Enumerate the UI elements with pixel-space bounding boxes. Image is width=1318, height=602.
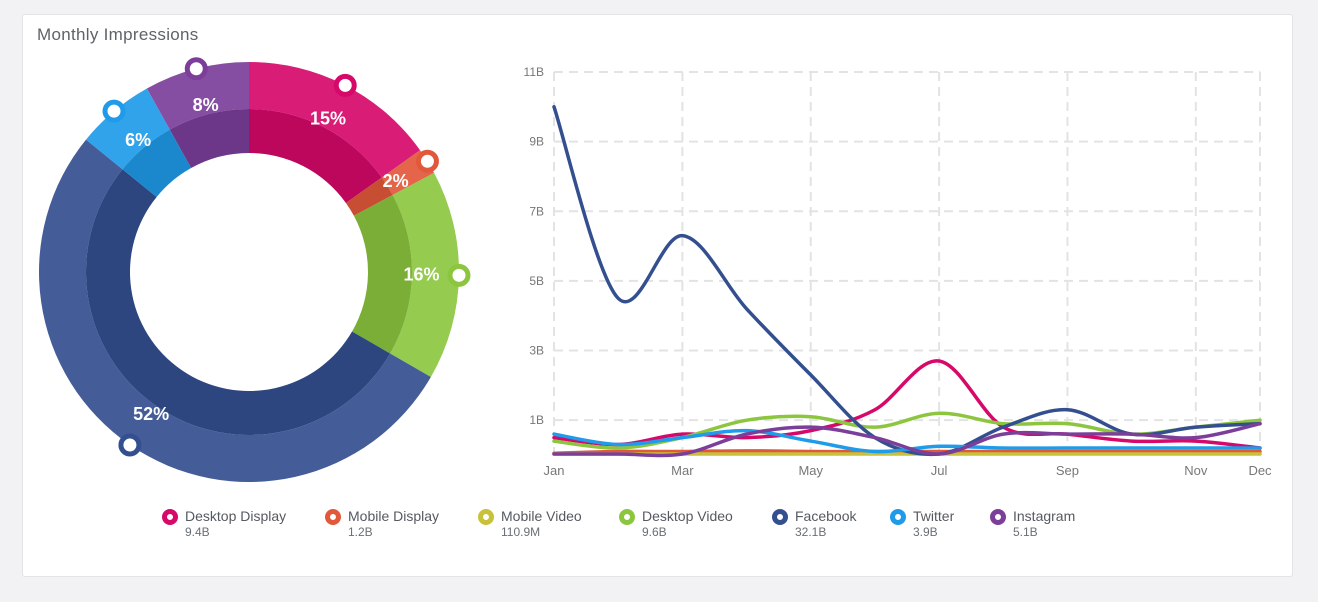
legend-value: 9.4B xyxy=(185,525,210,539)
donut-marker-mobile-display[interactable] xyxy=(415,149,439,173)
legend-label: Desktop Video xyxy=(642,508,733,524)
donut-marker-instagram[interactable] xyxy=(184,57,208,81)
y-tick-label: 1B xyxy=(529,413,544,427)
legend-value: 5.1B xyxy=(1013,525,1038,539)
donut-marker-facebook[interactable] xyxy=(118,433,142,457)
donut-slice-outer-twitter[interactable] xyxy=(86,88,170,170)
legend-swatch-desktop-video xyxy=(619,509,635,525)
legend-item-mobile-display[interactable]: Mobile Display 1.2B xyxy=(325,508,478,539)
donut-label-mobile-display: 2% xyxy=(383,171,409,191)
donut-label-desktop-display: 15% xyxy=(310,109,346,129)
line-chart: 1B 3B 5B 7B 9B 11B Jan Mar May Jul Sep Nov Dec xyxy=(524,65,1273,478)
donut-slice-inner-mobile-display[interactable] xyxy=(345,177,393,216)
donut-chart: 15% 2% 16% 52% 6% 8% xyxy=(39,57,471,482)
legend-item-instagram[interactable]: Instagram 5.1B xyxy=(990,508,1100,539)
legend-value: 110.9M xyxy=(501,525,541,539)
donut-marker-twitter[interactable] xyxy=(102,99,126,123)
donut-marker-desktop-display[interactable] xyxy=(333,73,357,97)
legend-label: Desktop Display xyxy=(185,508,287,524)
donut-slice-outer-instagram[interactable] xyxy=(146,62,249,130)
y-tick-label: 9B xyxy=(529,135,544,149)
legend-label: Mobile Video xyxy=(501,508,582,524)
donut-label-twitter: 6% xyxy=(125,130,151,150)
y-tick-label: 5B xyxy=(529,274,544,288)
legend-swatch-instagram xyxy=(990,509,1006,525)
legend-label: Facebook xyxy=(795,508,857,524)
donut-slice-inner-instagram[interactable] xyxy=(169,109,249,169)
x-tick-label: May xyxy=(798,463,823,478)
y-tick-label: 11B xyxy=(524,65,544,79)
donut-label-facebook: 52% xyxy=(133,404,169,424)
x-tick-label: Nov xyxy=(1184,463,1208,478)
donut-slice-inner-facebook[interactable] xyxy=(86,169,391,435)
donut-marker-desktop-video[interactable] xyxy=(447,263,471,287)
card-title: Monthly Impressions xyxy=(37,25,199,44)
series-line-instagram[interactable] xyxy=(552,421,1262,458)
legend-item-mobile-video[interactable]: Mobile Video 110.9M xyxy=(478,508,619,539)
legend-swatch-twitter xyxy=(890,509,906,525)
legend-swatch-mobile-display xyxy=(325,509,341,525)
donut-label-instagram: 8% xyxy=(193,95,219,115)
legend-item-desktop-video[interactable]: Desktop Video 9.6B xyxy=(619,508,772,539)
y-tick-label: 7B xyxy=(529,204,544,218)
legend-label: Mobile Display xyxy=(348,508,440,524)
legend-value: 32.1B xyxy=(795,525,827,539)
legend-swatch-facebook xyxy=(772,509,788,525)
x-tick-label: Mar xyxy=(671,463,694,478)
x-tick-label: Jan xyxy=(544,463,565,478)
legend-item-desktop-display[interactable]: Desktop Display 9.4B xyxy=(162,508,325,539)
legend-label: Twitter xyxy=(913,508,955,524)
legend-value: 1.2B xyxy=(348,525,373,539)
donut-slice-outer-desktop-display[interactable] xyxy=(249,62,421,178)
legend-value: 9.6B xyxy=(642,525,667,539)
chart-legend: Desktop Display 9.4B Mobile Display 1.2B… xyxy=(162,508,1100,539)
x-tick-label: Sep xyxy=(1056,463,1079,478)
y-tick-label: 3B xyxy=(529,344,544,358)
donut-slice-outer-desktop-video[interactable] xyxy=(390,172,459,377)
legend-swatch-desktop-display xyxy=(162,509,178,525)
legend-swatch-mobile-video xyxy=(478,509,494,525)
x-tick-label: Jul xyxy=(931,463,948,478)
donut-slice-inner-desktop-display[interactable] xyxy=(249,109,382,203)
donut-slice-inner-desktop-video[interactable] xyxy=(352,195,412,354)
legend-label: Instagram xyxy=(1013,508,1076,524)
legend-value: 3.9B xyxy=(913,525,938,539)
series-line-desktop-display[interactable] xyxy=(552,359,1262,450)
donut-slice-outer-facebook[interactable] xyxy=(39,139,431,482)
legend-item-twitter[interactable]: Twitter 3.9B xyxy=(890,508,990,539)
legend-item-facebook[interactable]: Facebook 32.1B xyxy=(772,508,890,539)
donut-label-desktop-video: 16% xyxy=(403,265,439,285)
donut-slice-inner-twitter[interactable] xyxy=(122,129,192,197)
x-tick-label: Dec xyxy=(1248,463,1272,478)
